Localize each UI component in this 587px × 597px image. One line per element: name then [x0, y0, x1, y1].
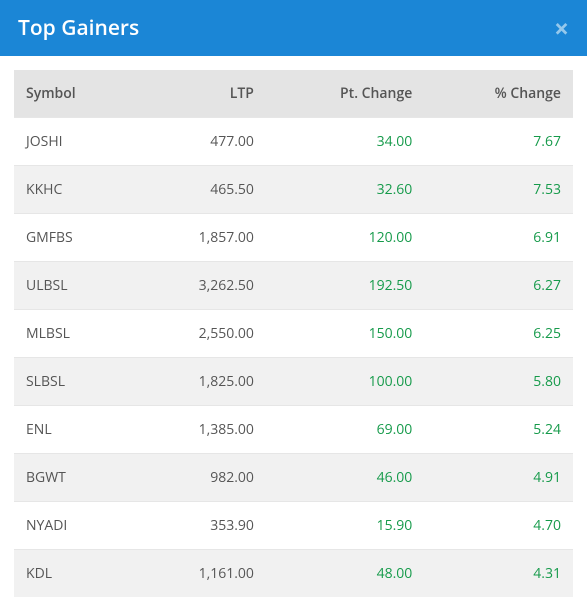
col-symbol: Symbol [14, 70, 135, 118]
cell-symbol: SLBSL [14, 358, 135, 406]
cell-ltp: 353.90 [135, 502, 266, 550]
table-row[interactable]: KKHC465.5032.607.53 [14, 166, 573, 214]
cell-pt-change: 34.00 [266, 118, 424, 166]
close-icon[interactable]: × [554, 15, 569, 41]
cell-ltp: 982.00 [135, 454, 266, 502]
cell-symbol: KKHC [14, 166, 135, 214]
cell-pt-change: 150.00 [266, 310, 424, 358]
cell-ltp: 465.50 [135, 166, 266, 214]
cell-pct-change: 5.24 [424, 406, 573, 454]
cell-pt-change: 120.00 [266, 214, 424, 262]
table-row[interactable]: GMFBS1,857.00120.006.91 [14, 214, 573, 262]
cell-pct-change: 6.91 [424, 214, 573, 262]
cell-pct-change: 5.80 [424, 358, 573, 406]
table-row[interactable]: JOSHI477.0034.007.67 [14, 118, 573, 166]
gainers-table: Symbol LTP Pt. Change % Change JOSHI477.… [14, 70, 573, 597]
table-container: Symbol LTP Pt. Change % Change JOSHI477.… [0, 56, 587, 597]
table-row[interactable]: ENL1,385.0069.005.24 [14, 406, 573, 454]
cell-pt-change: 48.00 [266, 550, 424, 597]
cell-pt-change: 15.90 [266, 502, 424, 550]
cell-pt-change: 46.00 [266, 454, 424, 502]
table-row[interactable]: SLBSL1,825.00100.005.80 [14, 358, 573, 406]
cell-symbol: GMFBS [14, 214, 135, 262]
table-header-row: Symbol LTP Pt. Change % Change [14, 70, 573, 118]
cell-ltp: 3,262.50 [135, 262, 266, 310]
cell-symbol: MLBSL [14, 310, 135, 358]
cell-pct-change: 4.91 [424, 454, 573, 502]
cell-pt-change: 100.00 [266, 358, 424, 406]
cell-ltp: 1,161.00 [135, 550, 266, 597]
cell-ltp: 477.00 [135, 118, 266, 166]
table-row[interactable]: ULBSL3,262.50192.506.27 [14, 262, 573, 310]
cell-symbol: JOSHI [14, 118, 135, 166]
cell-pct-change: 6.27 [424, 262, 573, 310]
table-row[interactable]: MLBSL2,550.00150.006.25 [14, 310, 573, 358]
cell-symbol: ULBSL [14, 262, 135, 310]
cell-symbol: NYADI [14, 502, 135, 550]
cell-pt-change: 69.00 [266, 406, 424, 454]
panel-header: Top Gainers × [0, 0, 587, 56]
cell-ltp: 1,857.00 [135, 214, 266, 262]
table-body: JOSHI477.0034.007.67KKHC465.5032.607.53G… [14, 118, 573, 597]
cell-pct-change: 6.25 [424, 310, 573, 358]
cell-ltp: 1,825.00 [135, 358, 266, 406]
cell-pct-change: 7.53 [424, 166, 573, 214]
col-ltp: LTP [135, 70, 266, 118]
table-row[interactable]: KDL1,161.0048.004.31 [14, 550, 573, 597]
top-gainers-panel: Top Gainers × Symbol LTP Pt. Change % Ch… [0, 0, 587, 597]
table-row[interactable]: BGWT982.0046.004.91 [14, 454, 573, 502]
cell-ltp: 2,550.00 [135, 310, 266, 358]
cell-symbol: ENL [14, 406, 135, 454]
cell-pct-change: 7.67 [424, 118, 573, 166]
panel-title: Top Gainers [18, 14, 139, 42]
table-row[interactable]: NYADI353.9015.904.70 [14, 502, 573, 550]
col-pct-change: % Change [424, 70, 573, 118]
cell-pt-change: 32.60 [266, 166, 424, 214]
cell-symbol: BGWT [14, 454, 135, 502]
cell-symbol: KDL [14, 550, 135, 597]
cell-ltp: 1,385.00 [135, 406, 266, 454]
cell-pct-change: 4.31 [424, 550, 573, 597]
cell-pt-change: 192.50 [266, 262, 424, 310]
col-pt-change: Pt. Change [266, 70, 424, 118]
cell-pct-change: 4.70 [424, 502, 573, 550]
